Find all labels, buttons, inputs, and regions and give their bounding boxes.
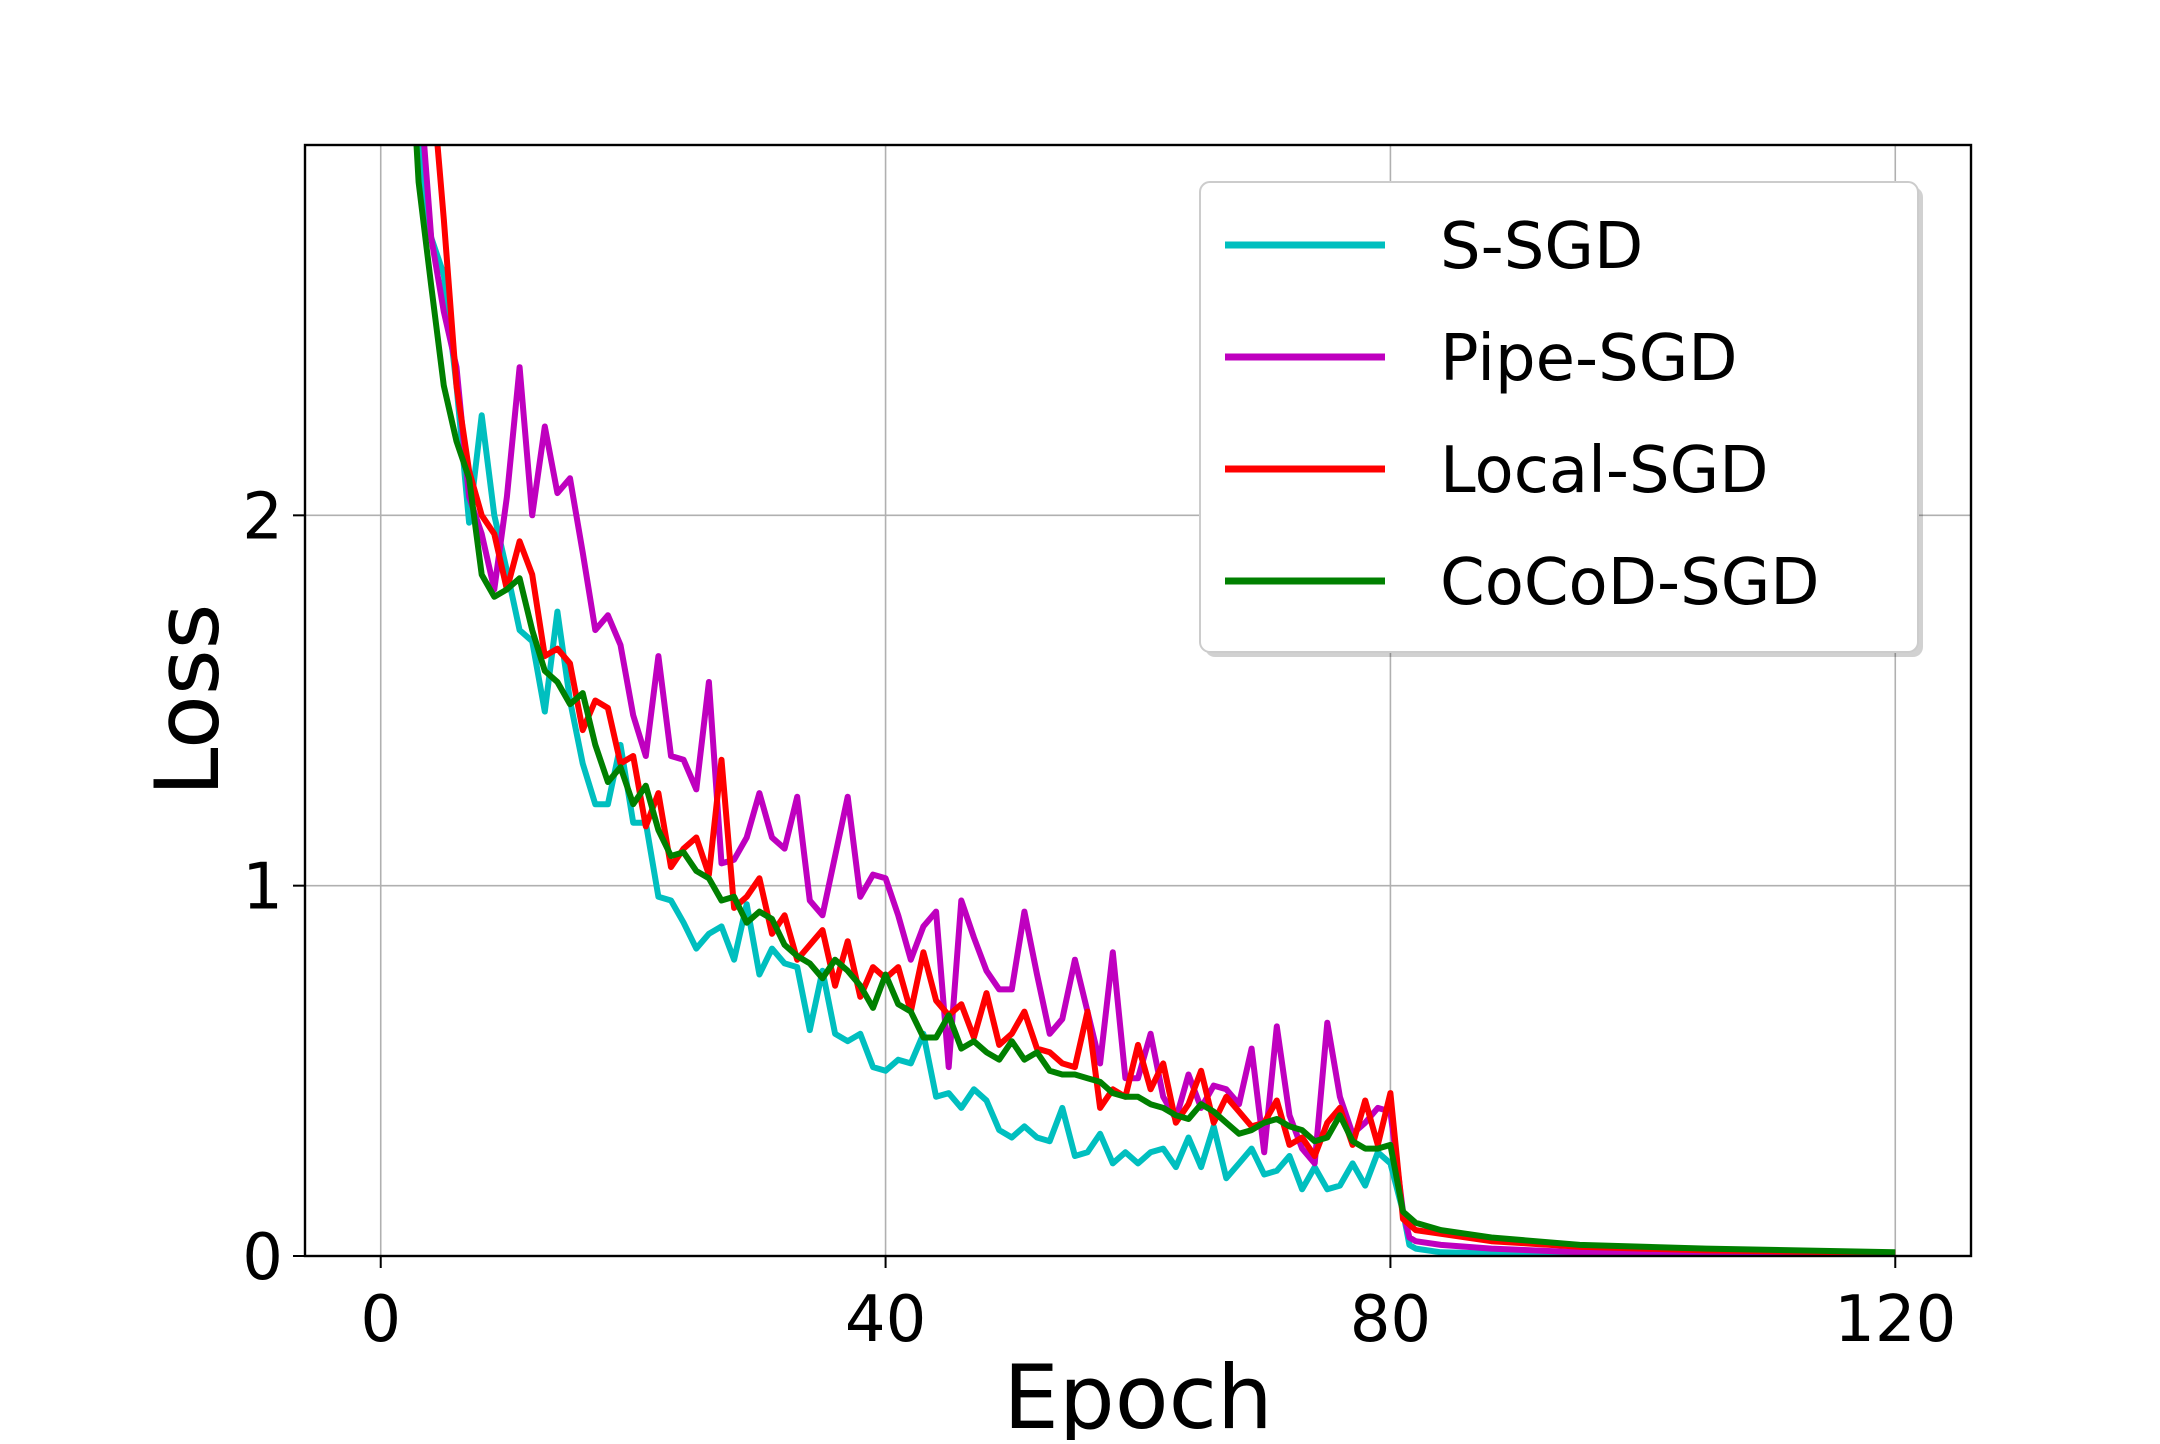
legend-label-pipe-sgd: Pipe-SGD [1440, 322, 1738, 396]
x-tick-label: 80 [1350, 1283, 1431, 1357]
series-line-local-sgd [434, 145, 1896, 1256]
axes-frame [303, 143, 1973, 1258]
series-line-s-sgd [415, 145, 1896, 1256]
plot-area [413, 145, 1896, 1256]
legend-label-s-sgd: S-SGD [1440, 210, 1643, 284]
y-axis-title: Loss [136, 603, 239, 796]
x-tick-label: 40 [845, 1283, 926, 1357]
legend-label-cocod-sgd: CoCoD-SGD [1440, 546, 1820, 620]
y-tick-label: 1 [242, 851, 283, 925]
series-line-cocod-sgd [413, 145, 1896, 1256]
legend-label-local-sgd: Local-SGD [1440, 434, 1768, 508]
y-tick-label: 0 [242, 1221, 283, 1295]
y-tick-label: 2 [242, 480, 283, 554]
series-layer [413, 145, 1896, 1256]
x-tick-label: 120 [1834, 1283, 1956, 1357]
ticks: 0 40 80 120 0 1 2 [242, 480, 1956, 1357]
legend: S-SGD Pipe-SGD Local-SGD CoCoD-SGD [1199, 181, 1923, 657]
x-axis-title: Epoch [1003, 1346, 1272, 1440]
x-tick-label: 0 [360, 1283, 401, 1357]
series-line-pipe-sgd [421, 145, 1896, 1256]
legend-box [1199, 181, 1919, 653]
